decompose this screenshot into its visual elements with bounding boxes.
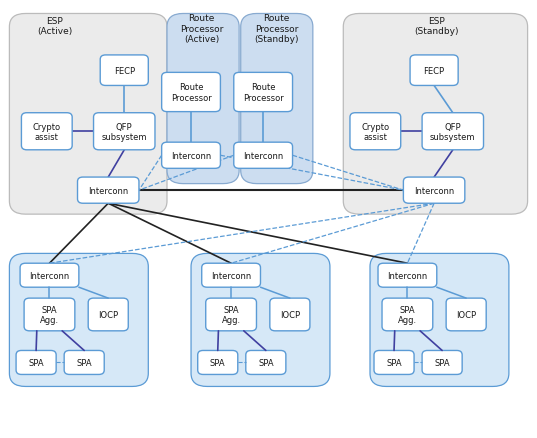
FancyBboxPatch shape [370, 254, 509, 387]
Text: FECP: FECP [424, 67, 445, 75]
Text: SPA: SPA [28, 358, 44, 367]
FancyBboxPatch shape [410, 56, 458, 86]
Text: ESP
(Standby): ESP (Standby) [415, 17, 459, 36]
Text: Interconn: Interconn [171, 152, 211, 160]
FancyBboxPatch shape [16, 351, 56, 374]
Text: Route
Processor
(Standby): Route Processor (Standby) [254, 14, 299, 44]
FancyBboxPatch shape [24, 298, 75, 331]
FancyBboxPatch shape [343, 14, 527, 215]
FancyBboxPatch shape [403, 178, 465, 204]
FancyBboxPatch shape [446, 298, 486, 331]
Text: Interconn: Interconn [30, 271, 70, 280]
Text: SPA
Agg.: SPA Agg. [222, 305, 241, 325]
FancyBboxPatch shape [21, 113, 72, 150]
Text: IOCP: IOCP [98, 310, 118, 319]
Text: QFP
subsystem: QFP subsystem [101, 122, 147, 141]
Text: QFP
subsystem: QFP subsystem [430, 122, 476, 141]
FancyBboxPatch shape [191, 254, 330, 387]
FancyBboxPatch shape [206, 298, 257, 331]
FancyBboxPatch shape [378, 264, 437, 288]
FancyBboxPatch shape [167, 14, 239, 184]
FancyBboxPatch shape [270, 298, 310, 331]
FancyBboxPatch shape [246, 351, 286, 374]
Text: Route
Processor
(Active): Route Processor (Active) [180, 14, 223, 44]
Text: IOCP: IOCP [456, 310, 476, 319]
Text: Interconn: Interconn [88, 186, 128, 195]
FancyBboxPatch shape [198, 351, 238, 374]
FancyBboxPatch shape [382, 298, 433, 331]
Text: Interconn: Interconn [211, 271, 251, 280]
FancyBboxPatch shape [64, 351, 104, 374]
Text: SPA
Agg.: SPA Agg. [398, 305, 417, 325]
FancyBboxPatch shape [422, 351, 462, 374]
Text: Route
Processor: Route Processor [171, 83, 212, 102]
FancyBboxPatch shape [234, 73, 293, 113]
FancyBboxPatch shape [10, 14, 167, 215]
Text: Interconn: Interconn [414, 186, 454, 195]
Text: Interconn: Interconn [243, 152, 284, 160]
Text: SPA: SPA [386, 358, 402, 367]
FancyBboxPatch shape [10, 254, 148, 387]
Text: IOCP: IOCP [280, 310, 300, 319]
Text: Interconn: Interconn [387, 271, 427, 280]
FancyBboxPatch shape [241, 14, 313, 184]
Text: SPA: SPA [210, 358, 226, 367]
Text: FECP: FECP [114, 67, 135, 75]
Text: SPA: SPA [258, 358, 274, 367]
FancyBboxPatch shape [100, 56, 148, 86]
FancyBboxPatch shape [422, 113, 483, 150]
FancyBboxPatch shape [162, 143, 220, 169]
FancyBboxPatch shape [93, 113, 155, 150]
FancyBboxPatch shape [374, 351, 414, 374]
FancyBboxPatch shape [350, 113, 401, 150]
FancyBboxPatch shape [88, 298, 128, 331]
FancyBboxPatch shape [77, 178, 139, 204]
Text: SPA: SPA [434, 358, 450, 367]
FancyBboxPatch shape [234, 143, 293, 169]
Text: ESP
(Active): ESP (Active) [37, 17, 72, 36]
Text: SPA
Agg.: SPA Agg. [40, 305, 59, 325]
Text: Route
Processor: Route Processor [243, 83, 284, 102]
Text: Crypto
assist: Crypto assist [33, 122, 61, 141]
Text: Crypto
assist: Crypto assist [361, 122, 389, 141]
FancyBboxPatch shape [202, 264, 260, 288]
FancyBboxPatch shape [20, 264, 79, 288]
Text: SPA: SPA [76, 358, 92, 367]
FancyBboxPatch shape [162, 73, 220, 113]
